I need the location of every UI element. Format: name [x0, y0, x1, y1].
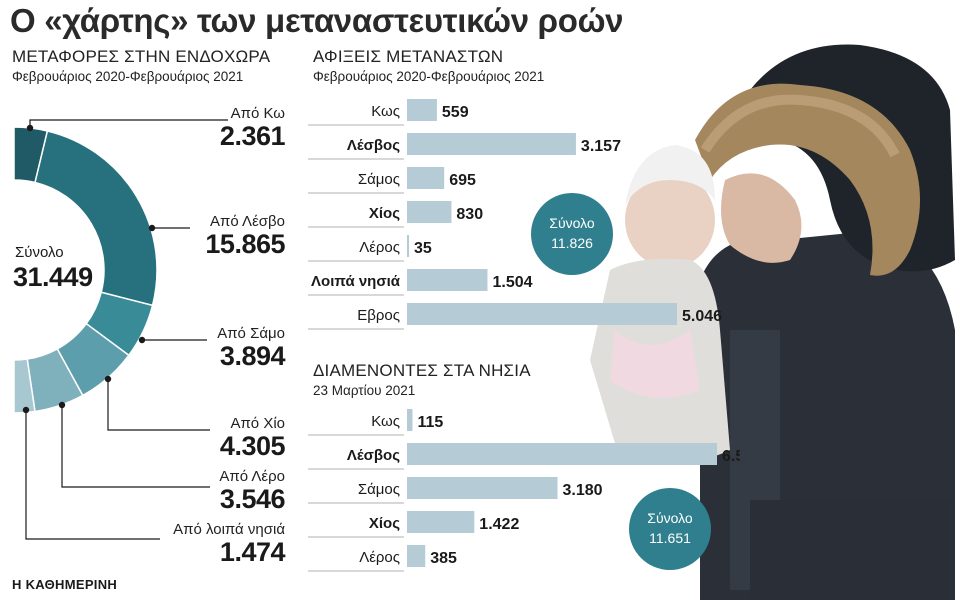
donut-leader-dot [26, 124, 34, 132]
donut-total-label: Σύνολο [15, 244, 64, 261]
bar-category-label: Σάμος [358, 481, 400, 498]
bar-value-label: 830 [456, 206, 483, 223]
residents-bar-chart: Κως 115 Λέσβος 6.549 Σάμος 3.180 Χίος 1.422 Λέρο… [308, 409, 740, 572]
bar-value-label: 35 [414, 240, 432, 257]
donut-value-label: 4.305 [219, 431, 286, 461]
bar [407, 269, 488, 291]
bar-category-label: Κως [371, 103, 400, 120]
donut-total-value: 31.449 [13, 262, 93, 292]
arrivals-total-value: 11.826 [551, 235, 593, 251]
residents-total-label: Σύνολο [647, 510, 693, 526]
bar-value-label: 3.157 [581, 138, 621, 155]
bar-category-label: Σάμος [358, 171, 400, 188]
bar-value-label: 3.180 [563, 482, 603, 499]
arrivals-total-badge: Σύνολο 11.826 [531, 193, 613, 275]
donut-title: ΜΕΤΑΦΟΡΕΣ ΣΤΗΝ ΕΝΔΟΧΩΡΑ [12, 47, 271, 66]
donut-leader-dot [104, 375, 112, 383]
donut-category-label: Από Λέσβο [210, 213, 285, 230]
bar [407, 477, 558, 499]
bar [407, 303, 677, 325]
bar-category-label: Λέσβος [347, 447, 400, 464]
bar-value-label: 385 [430, 550, 457, 567]
bar-value-label: 115 [417, 414, 443, 431]
arrivals-subtitle: Φεβρουάριος 2020-Φεβρουάριος 2021 [313, 69, 545, 84]
residents-total-value: 11.651 [649, 530, 691, 546]
donut-leader-line [61, 405, 210, 488]
bar-value-label: 1.422 [479, 516, 519, 533]
bar-category-label: Λοιπά νησιά [311, 273, 401, 290]
bar-category-label: Κως [371, 413, 400, 430]
bar [407, 201, 452, 223]
donut-category-label: Από Χίο [230, 415, 285, 432]
donut-value-label: 3.894 [219, 341, 286, 371]
donut-subtitle: Φεβρουάριος 2020-Φεβρουάριος 2021 [12, 69, 244, 84]
bar [407, 133, 576, 155]
donut-leader-dot [148, 224, 156, 232]
bar [407, 409, 413, 431]
bar-category-label: Λέρος [359, 549, 400, 566]
arrivals-total-label: Σύνολο [549, 215, 595, 231]
donut-value-label: 3.546 [219, 484, 286, 514]
bar-category-label: Εβρος [357, 307, 400, 324]
residents-title: ΔΙΑΜΕΝΟΝΤΕΣ ΣΤΑ ΝΗΣΙΑ [313, 361, 531, 380]
donut-leader-dot [58, 401, 66, 409]
bar [407, 545, 426, 567]
donut-value-label: 2.361 [219, 121, 286, 151]
donut-leader-line [107, 379, 210, 431]
bar-category-label: Χίος [369, 205, 400, 222]
bar-value-label: 695 [449, 172, 476, 189]
donut-chart [13, 119, 228, 540]
bar [407, 235, 409, 257]
donut-category-label: Από Σάμο [217, 325, 285, 342]
bar-category-label: Χίος [369, 515, 400, 532]
bar-category-label: Λέρος [359, 239, 400, 256]
donut-value-label: 1.474 [219, 537, 286, 567]
bar [407, 99, 437, 121]
donut-leader-line [25, 410, 160, 540]
donut-category-label: Από Λέρο [219, 468, 285, 485]
bar-value-label: 559 [442, 104, 469, 121]
donut-value-label: 15.865 [205, 229, 285, 259]
bar [407, 443, 717, 465]
donut-leader-dot [138, 336, 146, 344]
donut-category-label: Από Κω [230, 105, 285, 122]
arrivals-title: ΑΦΙΞΕΙΣ ΜΕΤΑΝΑΣΤΩΝ [313, 47, 504, 66]
donut-category-label: Από λοιπά νησιά [173, 521, 285, 538]
donut-leader-dot [22, 406, 30, 414]
page-title: Ο «χάρτης» των μεταναστευτικών ροών [10, 2, 624, 39]
arrivals-bar-chart: Κως 559 Λέσβος 3.157 Σάμος 695 Χίος 830 Λέρος 35 Λ… [308, 99, 722, 330]
bar [407, 511, 475, 533]
source-credit: Η ΚΑΘΗΜΕΡΙΝΗ [12, 577, 118, 592]
bar-category-label: Λέσβος [347, 137, 400, 154]
residents-total-badge: Σύνολο 11.651 [629, 488, 711, 570]
residents-subtitle: 23 Μαρτίου 2021 [313, 383, 416, 398]
bar-value-label: 6.549 [722, 448, 740, 465]
bar [407, 167, 445, 189]
bar-value-label: 1.504 [492, 274, 532, 291]
bar-value-label: 5.046 [682, 308, 722, 325]
photo-mother-baby [590, 30, 960, 600]
